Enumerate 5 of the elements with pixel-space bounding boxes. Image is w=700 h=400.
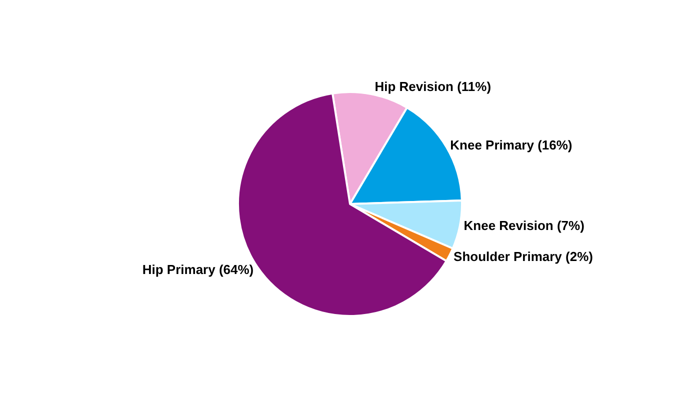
slice-label: Shoulder Primary (2%) bbox=[454, 248, 593, 264]
slice-label: Hip Revision (11%) bbox=[374, 79, 492, 94]
slice-label: Knee Primary (16%) bbox=[450, 138, 572, 153]
slice-label: Hip Primary (64%) bbox=[142, 262, 254, 277]
slice-label: Knee Revision (7%) bbox=[464, 218, 584, 233]
